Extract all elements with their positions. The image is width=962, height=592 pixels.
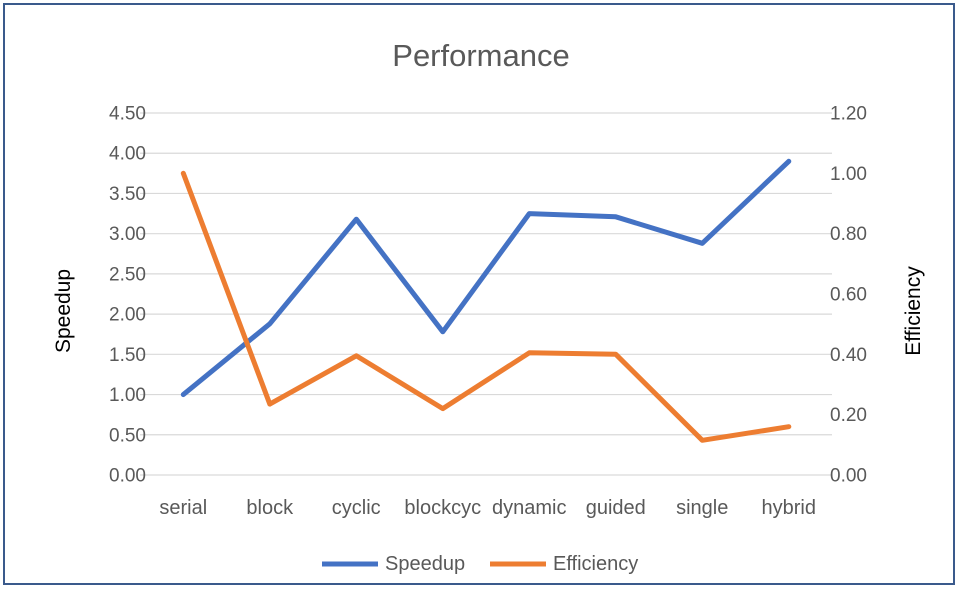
right-tick-label: 0.00 — [830, 466, 867, 487]
category-label: guided — [586, 497, 646, 519]
right-tick-label: 1.00 — [830, 164, 867, 185]
category-labels: serial block cyclic blockcyc dynamic guided si… — [159, 497, 816, 519]
left-tick-label: 1.50 — [109, 345, 146, 366]
chart-frame — [3, 3, 955, 585]
left-axis-label: Speedup — [52, 269, 75, 353]
category-label: serial — [159, 497, 207, 519]
series-line-efficiency — [180, 170, 792, 443]
category-label: block — [246, 497, 294, 519]
left-tick-label: 4.00 — [109, 144, 146, 165]
gridlines — [140, 112, 832, 476]
right-axis-label: Efficiency — [902, 266, 925, 356]
category-label: dynamic — [492, 497, 566, 519]
right-tick-label: 0.20 — [830, 405, 867, 426]
legend-label: Speedup — [385, 553, 465, 575]
series-lines — [180, 158, 792, 443]
left-tick-label: 3.50 — [109, 184, 146, 205]
category-label: blockcyc — [404, 497, 481, 519]
left-tick-label: 3.00 — [109, 224, 146, 245]
left-tick-label: 0.00 — [109, 466, 146, 487]
right-tick-label: 0.60 — [830, 285, 867, 306]
right-axis-ticks: 0.00 0.20 0.40 0.60 0.80 1.00 1.20 — [830, 104, 867, 487]
category-label: hybrid — [762, 497, 816, 519]
left-tick-label: 2.00 — [109, 305, 146, 326]
right-tick-label: 0.80 — [830, 224, 867, 245]
category-label: cyclic — [332, 497, 381, 519]
chart-title: Performance — [392, 38, 569, 73]
series-line-speedup — [180, 158, 792, 398]
right-tick-label: 1.20 — [830, 104, 867, 125]
legend: Speedup Efficiency — [322, 553, 638, 575]
left-tick-label: 2.50 — [109, 264, 146, 285]
left-tick-label: 0.50 — [109, 425, 146, 446]
left-axis-ticks: 0.00 0.50 1.00 1.50 2.00 2.50 3.00 3.50 4.00 4.50 — [109, 104, 146, 487]
category-label: single — [676, 497, 728, 519]
right-tick-label: 0.40 — [830, 345, 867, 366]
legend-label: Efficiency — [553, 553, 638, 575]
left-tick-label: 1.00 — [109, 385, 146, 406]
left-tick-label: 4.50 — [109, 104, 146, 125]
